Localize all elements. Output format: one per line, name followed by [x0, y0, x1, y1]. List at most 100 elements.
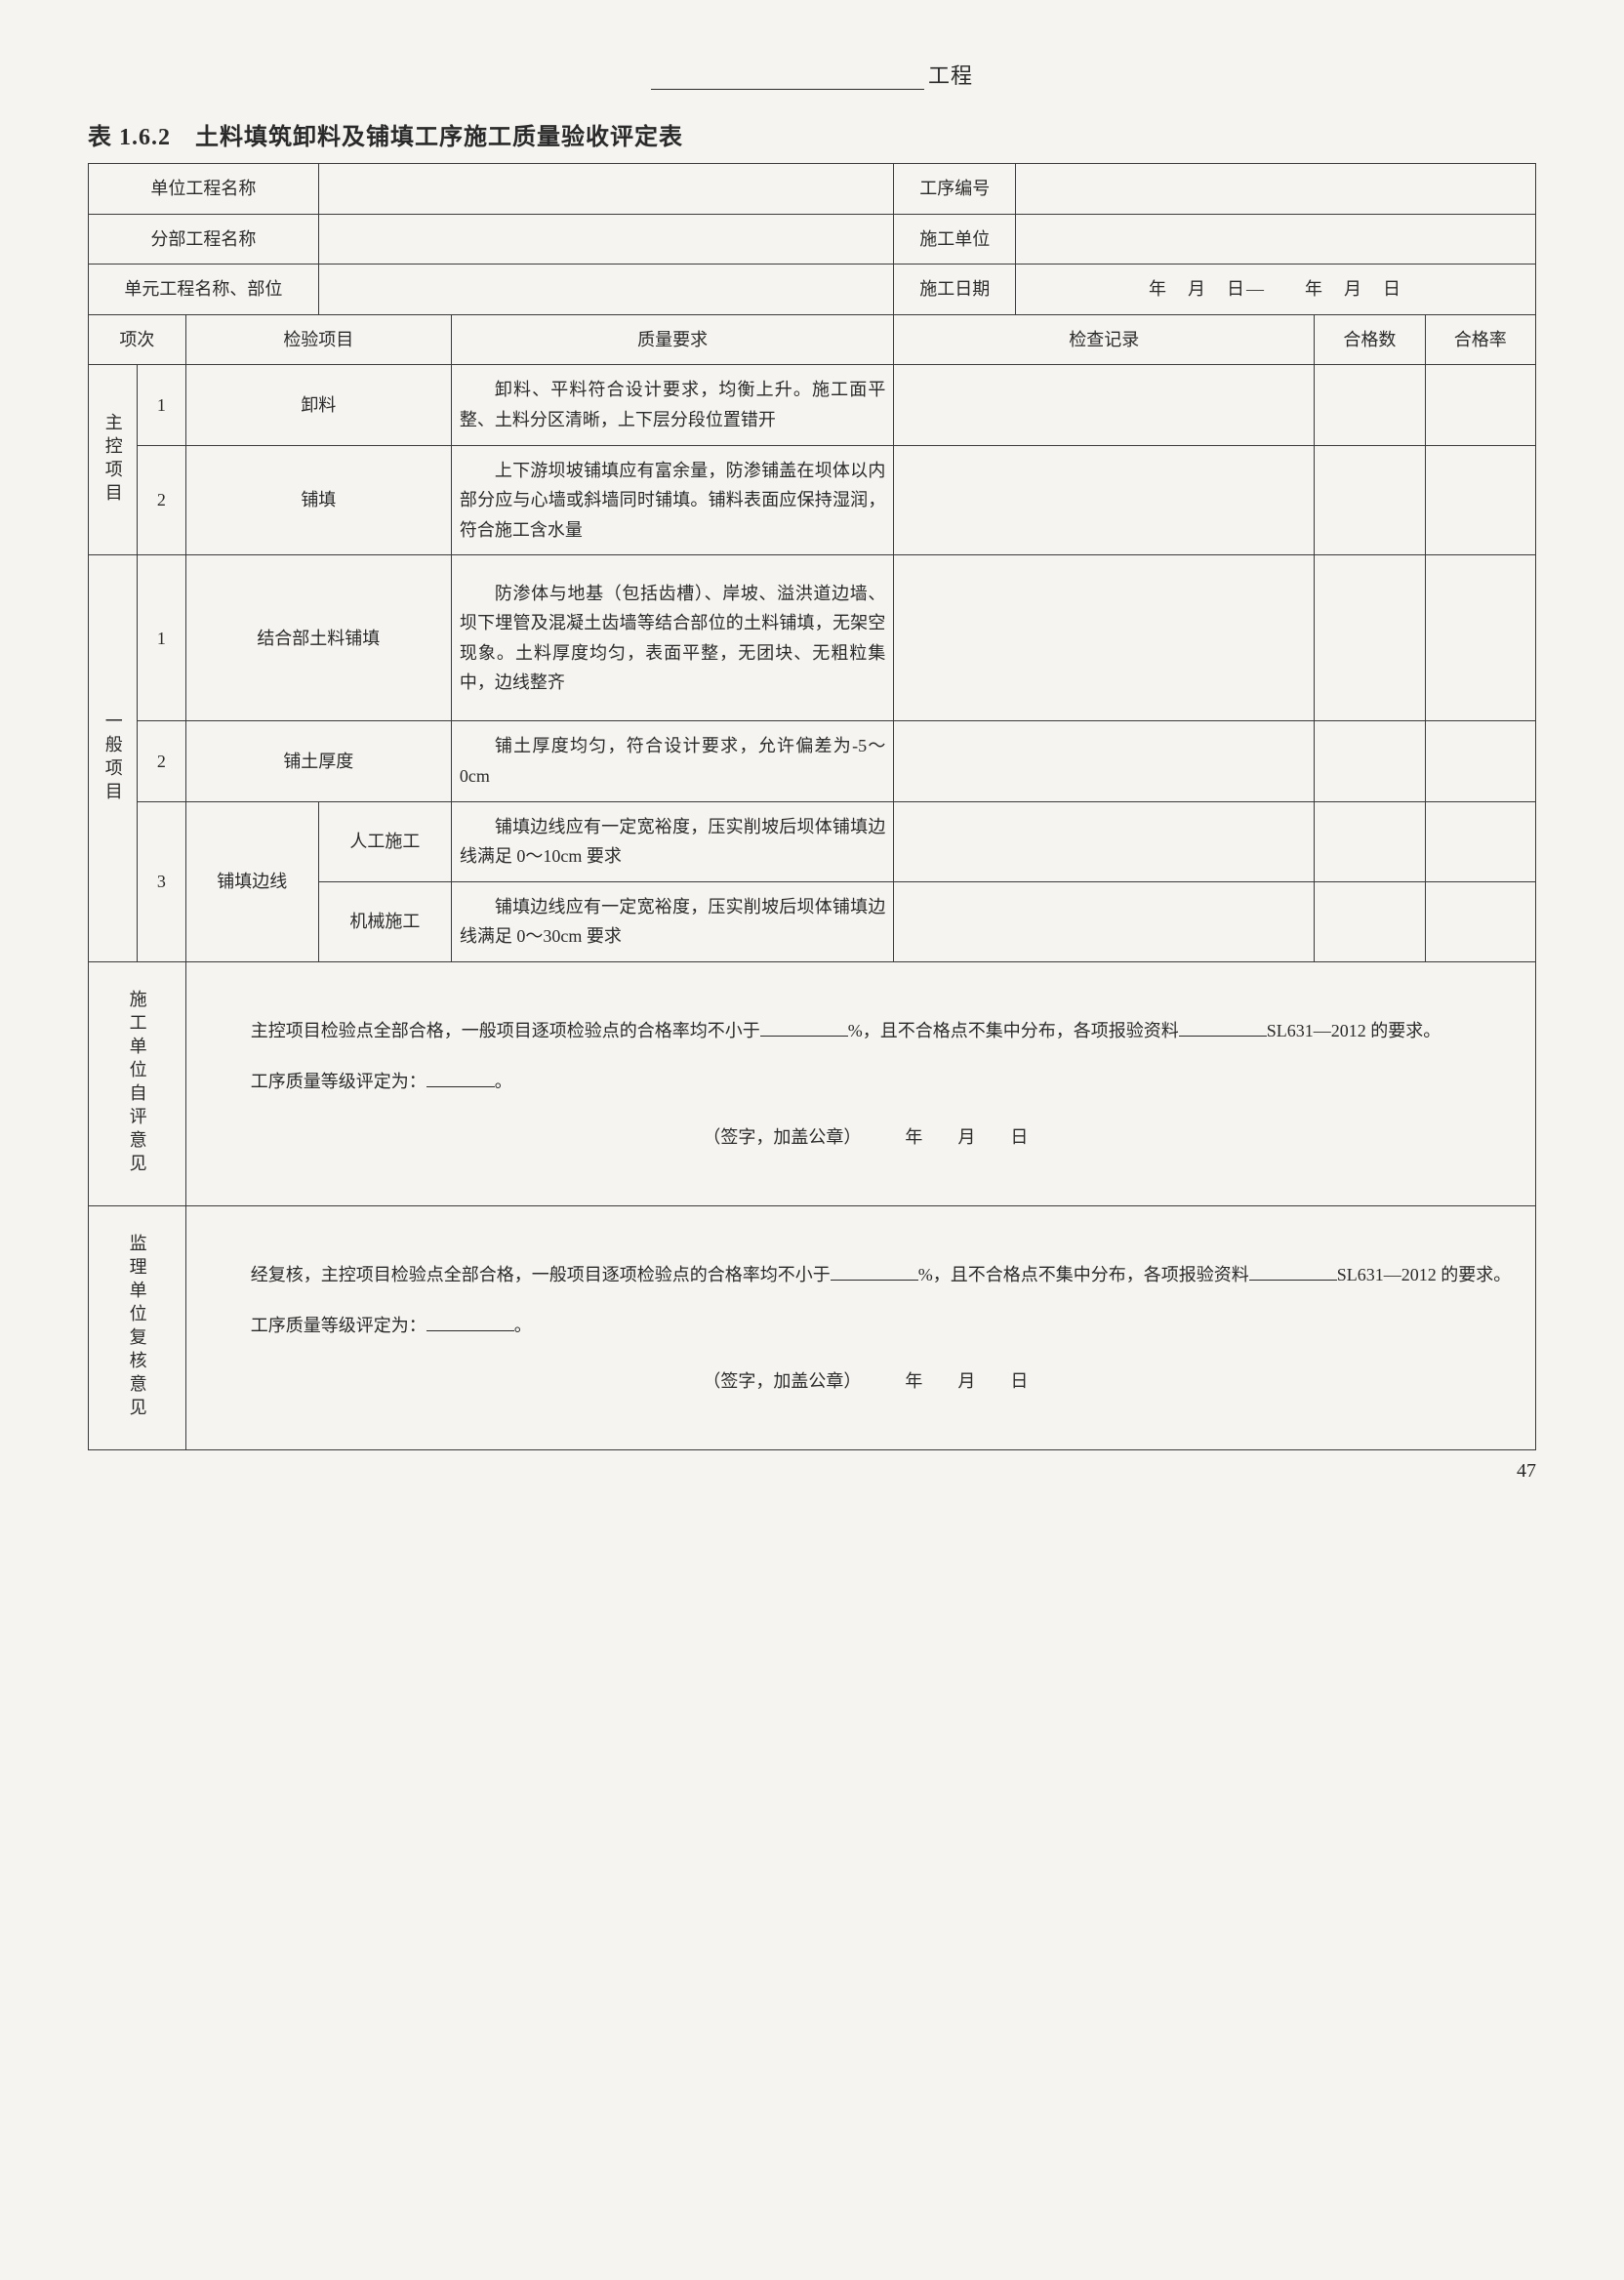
constr-opinion-label: 施工单位自评意见	[89, 961, 186, 1205]
main-passrate-1	[1425, 365, 1535, 445]
project-line: 工程	[88, 59, 1536, 90]
elem-proj-value	[318, 265, 894, 315]
table-row: 单位工程名称 工序编号	[89, 164, 1536, 215]
col-pass-count: 合格数	[1315, 314, 1425, 365]
gen-passcount-3a	[1315, 801, 1425, 881]
table-number: 表 1.6.2	[88, 125, 171, 150]
main-passcount-2	[1315, 445, 1425, 555]
gen-name-3: 铺填边线	[185, 801, 318, 961]
gen-passrate-2	[1425, 721, 1535, 801]
main-seq-1: 1	[137, 365, 185, 445]
blank	[831, 1261, 918, 1281]
gen-record-3a	[894, 801, 1315, 881]
div-proj-value	[318, 214, 894, 265]
sup-opinion-line1: 经复核，主控项目检验点全部合格，一般项目逐项检验点的合格率均不小于 %，且不合格点…	[216, 1257, 1516, 1294]
elem-proj-label: 单元工程名称、部位	[89, 265, 319, 315]
constr-op-1a: 主控项目检验点全部合格，一般项目逐项检验点的合格率均不小于	[251, 1021, 760, 1040]
constr-op-2: 工序质量等级评定为：	[251, 1072, 426, 1091]
constr-unit-label: 施工单位	[894, 214, 1016, 265]
constr-opinion-body: 主控项目检验点全部合格，一般项目逐项检验点的合格率均不小于 %，且不合格点不集中分…	[185, 961, 1535, 1205]
main-passcount-1	[1315, 365, 1425, 445]
constr-op-1b: %，且不合格点不集中分布，各项报验资料	[848, 1021, 1179, 1040]
proc-code-value	[1016, 164, 1536, 215]
constr-opinion-line1: 主控项目检验点全部合格，一般项目逐项检验点的合格率均不小于 %，且不合格点不集中分…	[216, 1013, 1516, 1050]
blank	[426, 1312, 514, 1331]
div-proj-label: 分部工程名称	[89, 214, 319, 265]
unit-proj-label: 单位工程名称	[89, 164, 319, 215]
gen-passrate-3b	[1425, 881, 1535, 961]
constr-date-value: 年 月 日— 年 月 日	[1016, 265, 1536, 315]
gen-sub-3b: 机械施工	[318, 881, 451, 961]
project-name-blank	[651, 64, 924, 90]
main-name-1: 卸料	[185, 365, 451, 445]
blank	[426, 1068, 495, 1087]
blank	[1249, 1261, 1337, 1281]
table-row: 分部工程名称 施工单位	[89, 214, 1536, 265]
table-row: 3 铺填边线 人工施工 铺填边线应有一定宽裕度，压实削坡后坝体铺填边线满足 0～…	[89, 801, 1536, 881]
sup-opinion-body: 经复核，主控项目检验点全部合格，一般项目逐项检验点的合格率均不小于 %，且不合格点…	[185, 1205, 1535, 1449]
main-group-label: 主控项目	[89, 365, 138, 555]
sup-opinion-line2: 工序质量等级评定为：。	[216, 1308, 1516, 1345]
table-row: 单元工程名称、部位 施工日期 年 月 日— 年 月 日	[89, 265, 1536, 315]
sup-op-1b: %，且不合格点不集中分布，各项报验资料	[918, 1265, 1249, 1284]
gen-req-1: 防渗体与地基（包括齿槽）、岸坡、溢洪道边墙、坝下埋管及混凝土齿墙等结合部位的土料…	[451, 555, 893, 721]
gen-seq-3: 3	[137, 801, 185, 961]
table-row: 施工单位自评意见 主控项目检验点全部合格，一般项目逐项检验点的合格率均不小于 %，…	[89, 961, 1536, 1205]
main-record-1	[894, 365, 1315, 445]
sup-opinion-sig: （签字，加盖公章） 年 月 日	[216, 1364, 1516, 1401]
table-row: 2 铺填 上下游坝坡铺填应有富余量，防渗铺盖在坝体以内部分应与心墙或斜墙同时铺填…	[89, 445, 1536, 555]
main-req-1: 卸料、平料符合设计要求，均衡上升。施工面平整、土料分区清晰，上下层分段位置错开	[451, 365, 893, 445]
evaluation-table: 单位工程名称 工序编号 分部工程名称 施工单位 单元工程名称、部位 施工日期 年…	[88, 163, 1536, 1450]
col-seq: 项次	[89, 314, 186, 365]
constr-op-1c: SL631—2012 的要求。	[1267, 1021, 1441, 1040]
table-row: 2 铺土厚度 铺土厚度均匀，符合设计要求，允许偏差为-5～0cm	[89, 721, 1536, 801]
gen-sub-3a: 人工施工	[318, 801, 451, 881]
general-group-label: 一般项目	[89, 555, 138, 962]
table-row: 项次 检验项目 质量要求 检查记录 合格数 合格率	[89, 314, 1536, 365]
sup-op-2: 工序质量等级评定为：	[251, 1316, 426, 1335]
main-seq-2: 2	[137, 445, 185, 555]
sup-op-1c: SL631—2012 的要求。	[1337, 1265, 1512, 1284]
gen-passcount-2	[1315, 721, 1425, 801]
page-container: 工程 表 1.6.2 土料填筑卸料及铺填工序施工质量验收评定表 单位工程名称 工…	[88, 59, 1536, 1483]
sup-opinion-label: 监理单位复核意见	[89, 1205, 186, 1449]
gen-req-2: 铺土厚度均匀，符合设计要求，允许偏差为-5～0cm	[451, 721, 893, 801]
table-title: 土料填筑卸料及铺填工序施工质量验收评定表	[195, 125, 683, 150]
gen-passcount-3b	[1315, 881, 1425, 961]
main-passrate-2	[1425, 445, 1535, 555]
constr-opinion-sig: （签字，加盖公章） 年 月 日	[216, 1120, 1516, 1157]
table-row: 主控项目 1 卸料 卸料、平料符合设计要求，均衡上升。施工面平整、土料分区清晰，…	[89, 365, 1536, 445]
gen-req-3a: 铺填边线应有一定宽裕度，压实削坡后坝体铺填边线满足 0～10cm 要求	[451, 801, 893, 881]
sup-op-1a: 经复核，主控项目检验点全部合格，一般项目逐项检验点的合格率均不小于	[251, 1265, 831, 1284]
col-req: 质量要求	[451, 314, 893, 365]
gen-record-2	[894, 721, 1315, 801]
gen-req-3b: 铺填边线应有一定宽裕度，压实削坡后坝体铺填边线满足 0～30cm 要求	[451, 881, 893, 961]
constr-opinion-line2: 工序质量等级评定为：。	[216, 1064, 1516, 1101]
page-number: 47	[88, 1460, 1536, 1483]
gen-record-1	[894, 555, 1315, 721]
table-title-row: 表 1.6.2 土料填筑卸料及铺填工序施工质量验收评定表	[88, 117, 1536, 151]
gen-seq-1: 1	[137, 555, 185, 721]
gen-passrate-1	[1425, 555, 1535, 721]
gen-passrate-3a	[1425, 801, 1535, 881]
col-pass-rate: 合格率	[1425, 314, 1535, 365]
constr-date-label: 施工日期	[894, 265, 1016, 315]
table-row: 一般项目 1 结合部土料铺填 防渗体与地基（包括齿槽）、岸坡、溢洪道边墙、坝下埋…	[89, 555, 1536, 721]
main-record-2	[894, 445, 1315, 555]
col-record: 检查记录	[894, 314, 1315, 365]
blank	[760, 1017, 848, 1037]
main-name-2: 铺填	[185, 445, 451, 555]
unit-proj-value	[318, 164, 894, 215]
gen-name-2: 铺土厚度	[185, 721, 451, 801]
proc-code-label: 工序编号	[894, 164, 1016, 215]
blank	[1179, 1017, 1267, 1037]
gen-name-1: 结合部土料铺填	[185, 555, 451, 721]
table-row: 监理单位复核意见 经复核，主控项目检验点全部合格，一般项目逐项检验点的合格率均不…	[89, 1205, 1536, 1449]
gen-seq-2: 2	[137, 721, 185, 801]
gen-passcount-1	[1315, 555, 1425, 721]
project-suffix: 工程	[928, 63, 973, 88]
constr-unit-value	[1016, 214, 1536, 265]
gen-record-3b	[894, 881, 1315, 961]
col-item: 检验项目	[185, 314, 451, 365]
main-req-2: 上下游坝坡铺填应有富余量，防渗铺盖在坝体以内部分应与心墙或斜墙同时铺填。铺料表面…	[451, 445, 893, 555]
